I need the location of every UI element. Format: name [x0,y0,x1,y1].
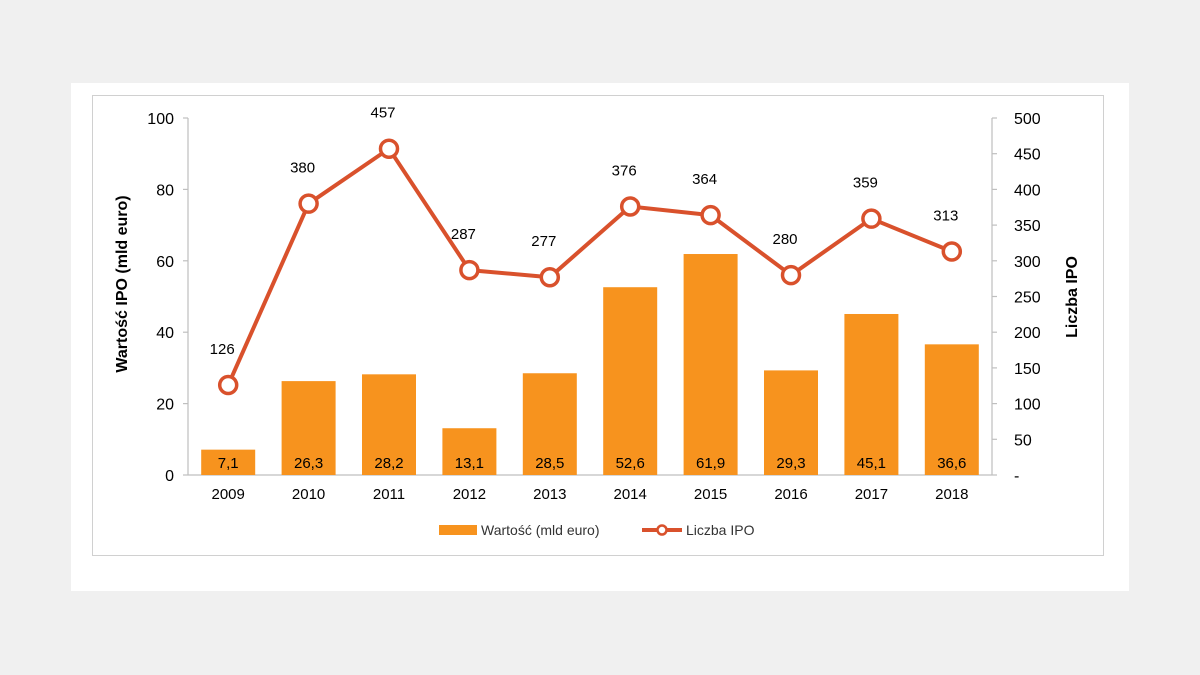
left-tick-label: 20 [156,397,174,414]
bar [764,370,818,475]
line-point [941,241,963,262]
bar [924,344,979,475]
bar-value-label: 52,6 [616,455,645,472]
bar-value-label: 26,3 [294,455,323,472]
bar-value-label: 61,9 [696,455,725,472]
line-point [459,259,480,281]
chart-frame [92,95,1104,556]
bar [844,313,899,475]
right-tick-label: 250 [1014,290,1041,307]
line-value-label: 376 [612,163,637,180]
left-tick-label: 80 [156,182,174,199]
series-line [226,146,953,386]
line-point [700,204,721,226]
left-tick-label: 0 [165,468,174,485]
legend-line-marker [656,524,668,536]
bar [683,254,738,475]
legend-bar-label: Wartość (mld euro) [481,522,600,538]
right-tick-label: 450 [1014,147,1041,164]
line-series [217,138,963,396]
right-tick-label: 100 [1014,397,1041,414]
right-tick-label: 50 [1014,432,1032,449]
x-tick-label: 2015 [694,486,727,503]
line-value-label: 280 [772,231,797,248]
line-value-label: 457 [370,105,395,122]
x-tick-label: 2010 [292,486,325,503]
line-value-label: 287 [451,226,476,243]
bar [281,381,336,475]
x-tick-label: 2013 [533,486,566,503]
line-value-label: 313 [933,208,958,225]
line-value-labels: 126 380 457 287 277 376 364 280 359 313 [210,105,959,358]
right-tick-label: 400 [1014,182,1041,199]
right-tick-label: 150 [1014,361,1041,378]
left-tick-label: 100 [147,111,174,128]
line-value-label: 126 [210,341,235,358]
line-point [217,374,239,396]
x-tick-label: 2009 [212,486,245,503]
line-point [539,266,561,288]
right-tick-label: 350 [1014,218,1041,235]
bar [522,373,577,475]
x-tick-label: 2017 [855,486,888,503]
right-tick-label: 300 [1014,254,1041,271]
x-tick-label: 2011 [373,486,405,503]
line-point [780,264,802,286]
right-tick-label: 200 [1014,325,1041,342]
bar [442,428,497,475]
bar-value-label: 29,3 [776,455,805,472]
line-value-label: 380 [290,160,315,177]
bar-series [201,254,979,475]
x-tick-label: 2012 [453,486,486,503]
right-tick-label: 500 [1014,111,1041,128]
line-value-label: 364 [692,171,717,188]
line-point [619,196,641,217]
left-tick-label: 40 [156,325,174,342]
left-tick-label: 60 [156,254,174,271]
line-value-label: 359 [853,175,878,192]
bar-value-label: 7,1 [218,455,239,472]
line-point [861,208,882,229]
left-axis-title: Wartość IPO (mld euro) [114,195,131,372]
right-axis-title: Liczba IPO [1064,256,1081,338]
bar-value-label: 13,1 [455,455,484,472]
x-tick-label: 2014 [614,486,647,503]
bar [362,374,416,475]
bar-value-label: 28,2 [374,455,403,472]
line-value-label: 277 [531,233,556,250]
right-tick-label: - [1014,468,1019,485]
bar-value-label: 36,6 [937,455,966,472]
x-tick-label: 2016 [774,486,807,503]
left-axis-ticks: 0 20 40 60 80 100 [147,111,188,485]
chart-legend: Wartość (mld euro) Liczba IPO [439,522,755,538]
x-axis-ticks: 2009 2010 2011 2012 2013 2014 2015 2016 2017 2018 [212,486,969,503]
bar [603,287,658,475]
legend-bar-swatch [439,525,477,535]
x-tick-label: 2018 [935,486,968,503]
line-point [298,193,319,214]
right-axis-ticks: - 50 100 150 200 250 300 350 400 450 500 [992,111,1041,485]
bar [201,449,256,475]
bar-value-label: 28,5 [535,455,564,472]
bar-value-label: 45,1 [857,455,886,472]
line-point [378,138,400,159]
bar-value-labels: 7,1 26,3 28,2 13,1 28,5 52,6 61,9 29,3 45,1 36,6 [218,455,967,472]
legend-line-label: Liczba IPO [686,522,755,538]
